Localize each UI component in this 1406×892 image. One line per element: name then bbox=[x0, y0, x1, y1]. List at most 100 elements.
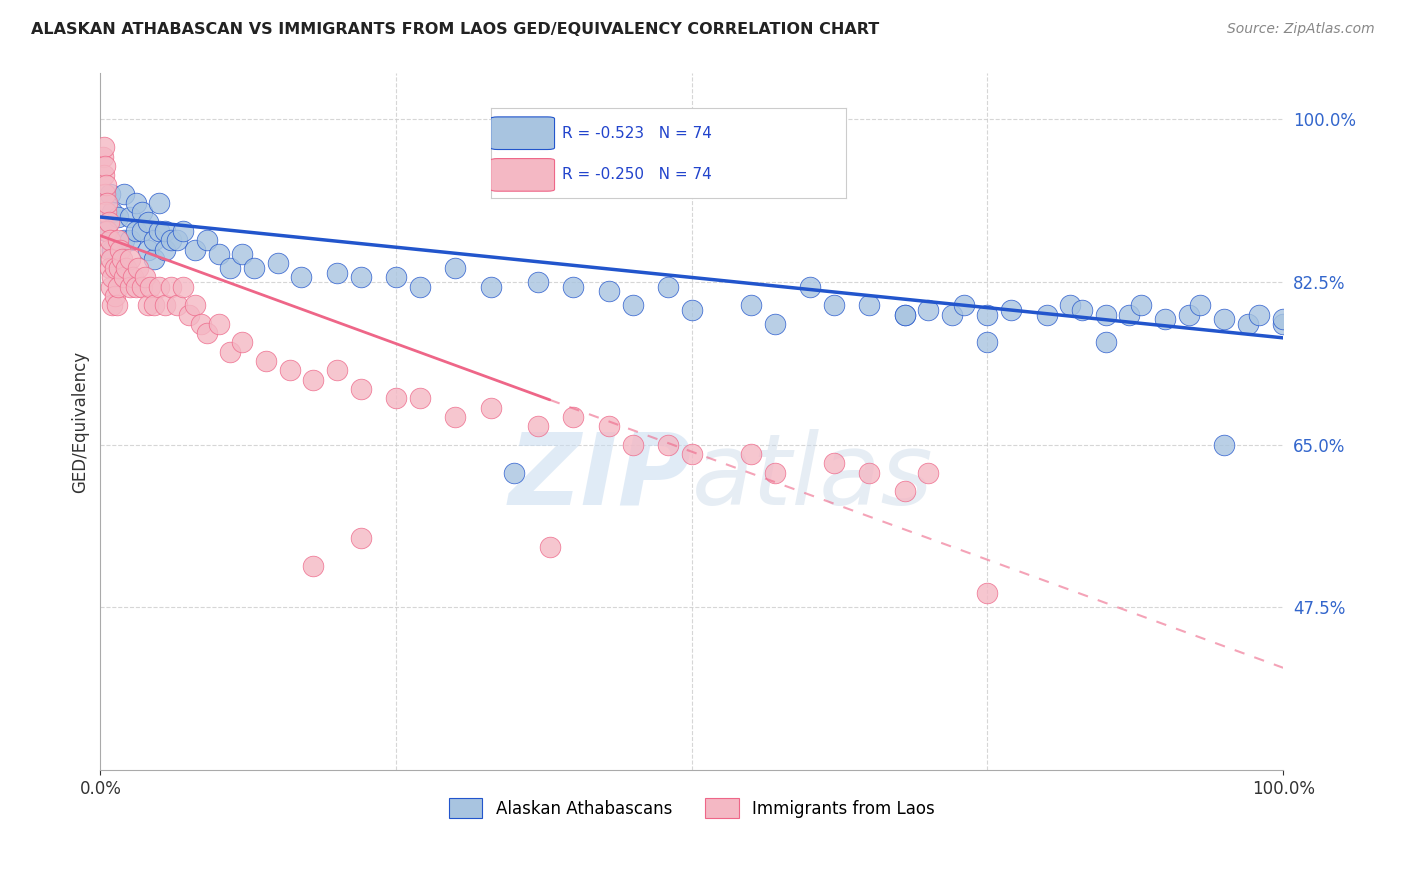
Point bbox=[1213, 312, 1236, 326]
Point bbox=[112, 233, 135, 247]
Point bbox=[107, 233, 129, 247]
Point bbox=[302, 558, 325, 573]
Point bbox=[941, 308, 963, 322]
Point bbox=[598, 419, 620, 434]
Point bbox=[111, 252, 134, 266]
Point bbox=[91, 150, 114, 164]
Point bbox=[326, 363, 349, 377]
Point bbox=[527, 275, 550, 289]
Point bbox=[166, 233, 188, 247]
Point bbox=[1000, 302, 1022, 317]
Point bbox=[231, 247, 253, 261]
Point bbox=[917, 302, 939, 317]
Point bbox=[136, 215, 159, 229]
Point bbox=[1094, 335, 1116, 350]
Point bbox=[184, 243, 207, 257]
Point bbox=[190, 317, 212, 331]
Point bbox=[177, 308, 200, 322]
Point bbox=[96, 196, 118, 211]
Point bbox=[763, 317, 786, 331]
Point bbox=[503, 466, 526, 480]
Point bbox=[1035, 308, 1057, 322]
Point bbox=[823, 456, 845, 470]
Point bbox=[207, 317, 229, 331]
Point bbox=[184, 298, 207, 312]
Point bbox=[96, 224, 118, 238]
Point bbox=[131, 224, 153, 238]
Point bbox=[254, 354, 277, 368]
Point bbox=[172, 224, 194, 238]
Point bbox=[115, 261, 138, 276]
Point bbox=[110, 243, 132, 257]
Point bbox=[621, 438, 644, 452]
Point bbox=[139, 279, 162, 293]
Point bbox=[195, 233, 218, 247]
Point bbox=[231, 335, 253, 350]
Point bbox=[195, 326, 218, 341]
Point bbox=[101, 243, 124, 257]
Point bbox=[444, 261, 467, 276]
Point bbox=[94, 186, 117, 201]
Point bbox=[479, 401, 502, 415]
Point bbox=[409, 391, 432, 405]
Point bbox=[278, 363, 301, 377]
Point bbox=[103, 289, 125, 303]
Point bbox=[96, 178, 118, 192]
Point bbox=[823, 298, 845, 312]
Point bbox=[681, 302, 703, 317]
Point bbox=[621, 298, 644, 312]
Point bbox=[94, 159, 117, 173]
Point bbox=[763, 466, 786, 480]
Point bbox=[444, 409, 467, 424]
Point bbox=[290, 270, 312, 285]
Point bbox=[125, 279, 148, 293]
Point bbox=[105, 298, 128, 312]
Point bbox=[657, 279, 679, 293]
Point bbox=[1236, 317, 1258, 331]
Text: ALASKAN ATHABASCAN VS IMMIGRANTS FROM LAOS GED/EQUIVALENCY CORRELATION CHART: ALASKAN ATHABASCAN VS IMMIGRANTS FROM LA… bbox=[31, 22, 879, 37]
Point bbox=[160, 279, 183, 293]
Point bbox=[349, 382, 371, 396]
Point bbox=[93, 168, 115, 182]
Point bbox=[1177, 308, 1199, 322]
Point bbox=[1249, 308, 1271, 322]
Point bbox=[479, 279, 502, 293]
Point bbox=[118, 210, 141, 224]
Point bbox=[98, 261, 121, 276]
Point bbox=[118, 252, 141, 266]
Point bbox=[98, 233, 121, 247]
Point bbox=[136, 243, 159, 257]
Point bbox=[127, 261, 149, 276]
Point bbox=[799, 279, 821, 293]
Point bbox=[107, 279, 129, 293]
Point bbox=[101, 270, 124, 285]
Point bbox=[1094, 308, 1116, 322]
Point bbox=[98, 186, 121, 201]
Text: ZIP: ZIP bbox=[509, 429, 692, 525]
Point bbox=[1213, 438, 1236, 452]
Point bbox=[96, 205, 118, 219]
Point bbox=[1071, 302, 1094, 317]
Point bbox=[740, 447, 762, 461]
Point bbox=[858, 466, 880, 480]
Point bbox=[97, 215, 120, 229]
Point bbox=[148, 279, 170, 293]
Point bbox=[952, 298, 974, 312]
Point bbox=[125, 196, 148, 211]
Point bbox=[142, 252, 165, 266]
Point bbox=[562, 409, 585, 424]
Text: Source: ZipAtlas.com: Source: ZipAtlas.com bbox=[1227, 22, 1375, 37]
Point bbox=[219, 344, 242, 359]
Point bbox=[148, 224, 170, 238]
Point bbox=[858, 298, 880, 312]
Point bbox=[349, 270, 371, 285]
Point bbox=[101, 205, 124, 219]
Point bbox=[207, 247, 229, 261]
Point bbox=[1130, 298, 1153, 312]
Point bbox=[657, 438, 679, 452]
Point bbox=[131, 205, 153, 219]
Point bbox=[917, 466, 939, 480]
Point bbox=[112, 270, 135, 285]
Point bbox=[148, 196, 170, 211]
Point bbox=[893, 308, 915, 322]
